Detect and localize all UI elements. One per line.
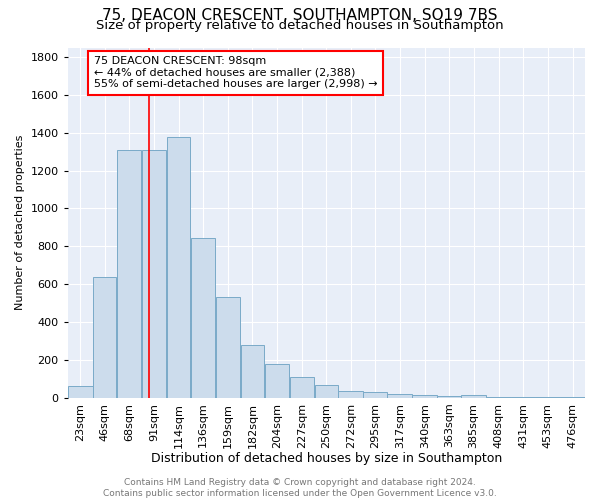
Bar [290,378,314,398]
Bar [241,345,264,398]
Bar [167,136,190,398]
Text: 75, DEACON CRESCENT, SOUTHAMPTON, SO19 7BS: 75, DEACON CRESCENT, SOUTHAMPTON, SO19 7… [102,8,498,22]
Bar [142,150,166,398]
Bar [68,386,92,398]
Y-axis label: Number of detached properties: Number of detached properties [15,135,25,310]
Bar [388,394,412,398]
Bar [93,276,116,398]
Bar [461,395,486,398]
Text: Contains HM Land Registry data © Crown copyright and database right 2024.
Contai: Contains HM Land Registry data © Crown c… [103,478,497,498]
Bar [412,395,437,398]
Bar [338,390,363,398]
Text: Size of property relative to detached houses in Southampton: Size of property relative to detached ho… [96,19,504,32]
Bar [437,396,461,398]
Bar [117,150,142,398]
Bar [191,238,215,398]
Bar [215,298,241,398]
Bar [265,364,289,398]
Bar [314,385,338,398]
Bar [364,392,387,398]
Text: 75 DEACON CRESCENT: 98sqm
← 44% of detached houses are smaller (2,388)
55% of se: 75 DEACON CRESCENT: 98sqm ← 44% of detac… [94,56,377,90]
X-axis label: Distribution of detached houses by size in Southampton: Distribution of detached houses by size … [151,452,502,465]
